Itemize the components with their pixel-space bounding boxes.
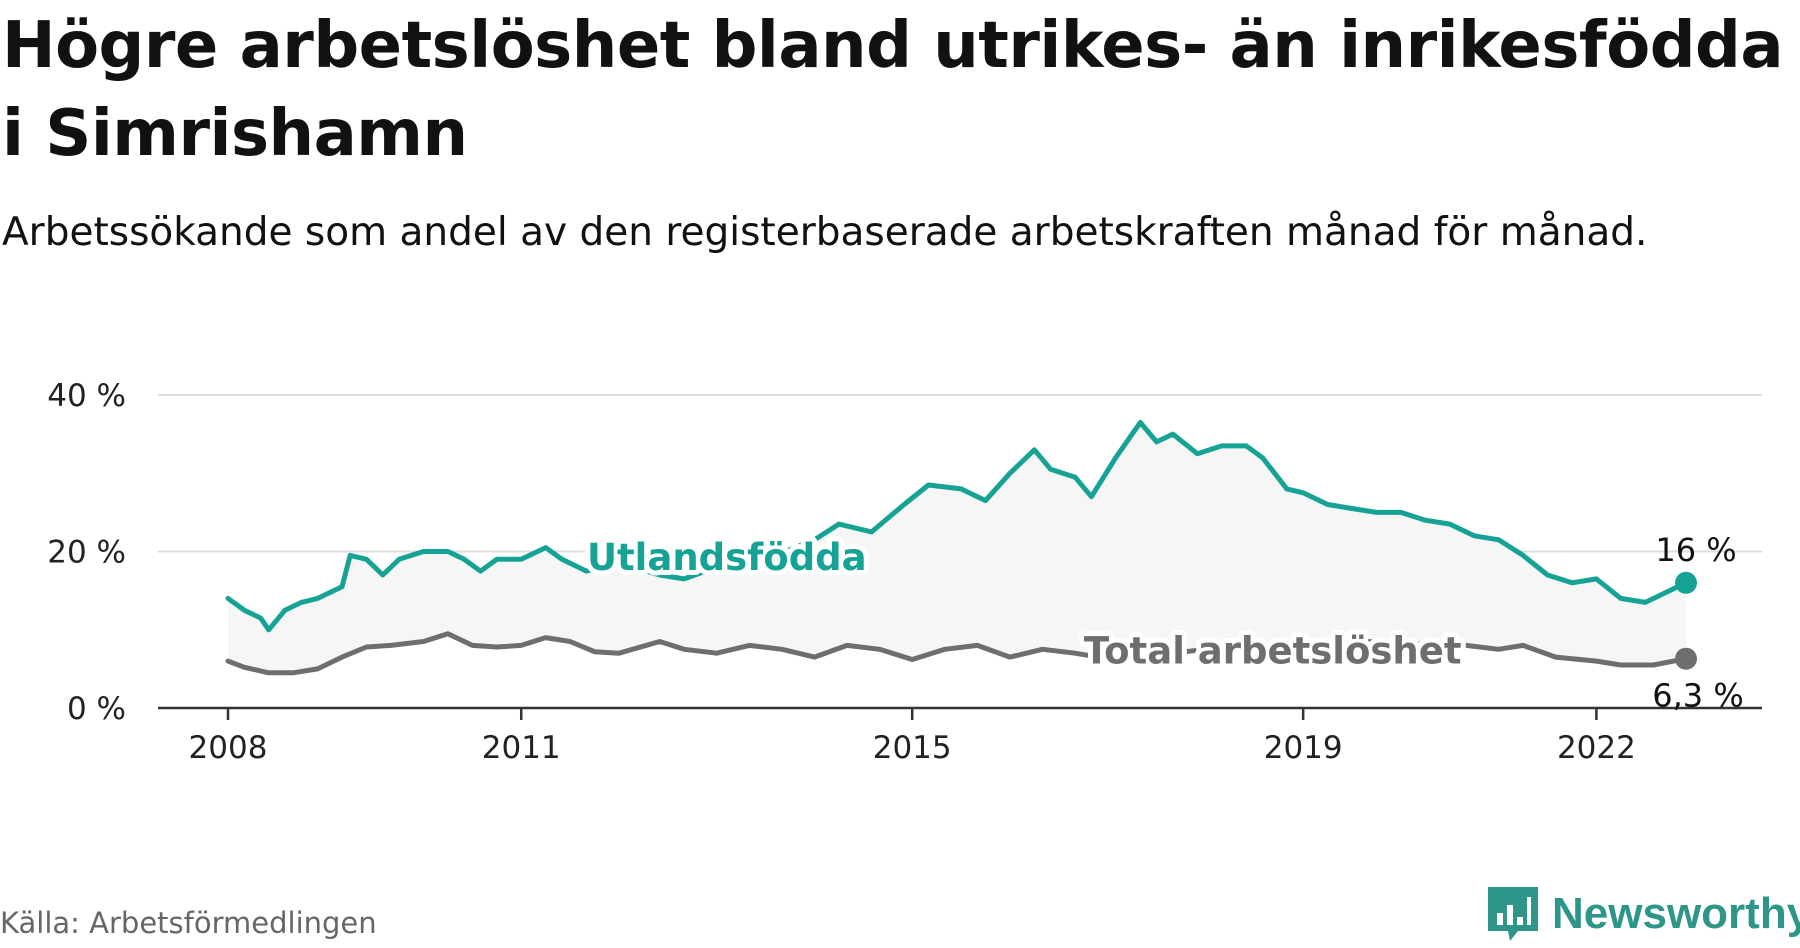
series-label-total: Total arbetslöshet	[1084, 630, 1462, 673]
x-tick-label: 2015	[873, 730, 952, 766]
chart-subtitle: Arbetssökande som andel av den registerb…	[2, 210, 1648, 255]
brand-name: Newsworthy	[1552, 889, 1800, 938]
series-end-dot-utlandsfodda	[1675, 571, 1697, 594]
difference-band	[228, 422, 1686, 673]
x-tick-label: 2022	[1557, 730, 1636, 766]
series-line-utlandsfodda	[225, 419, 1689, 633]
y-tick-label: 0 %	[67, 691, 126, 727]
y-tick-label: 40 %	[47, 378, 126, 414]
end-label-utlandsfodda: 16 %	[1655, 531, 1736, 569]
x-tick-label: 2019	[1264, 730, 1343, 766]
end-label-total: 6,3 %	[1652, 677, 1743, 715]
x-axis: 2008 2011 2015 2019 2022	[158, 706, 1762, 766]
chart-title: Högre arbetslöshet bland utrikes- än inr…	[2, 9, 1784, 171]
series-end-dot-total	[1675, 647, 1697, 670]
newsworthy-logo-icon	[1488, 887, 1538, 941]
brand[interactable]: Newsworthy	[1488, 884, 1800, 944]
series-label-utlandsfodda: Utlandsfödda	[587, 536, 867, 579]
y-tick-label: 20 %	[47, 535, 126, 571]
x-tick-label: 2008	[189, 730, 268, 766]
source-note: Källa: Arbetsförmedlingen	[0, 906, 377, 940]
line-chart: 0 % 20 % 40 % 2008 2011 2015 2019 2022 Utlands…	[47, 378, 1762, 766]
series-line-total	[225, 631, 1689, 676]
x-tick-label: 2011	[482, 730, 561, 766]
